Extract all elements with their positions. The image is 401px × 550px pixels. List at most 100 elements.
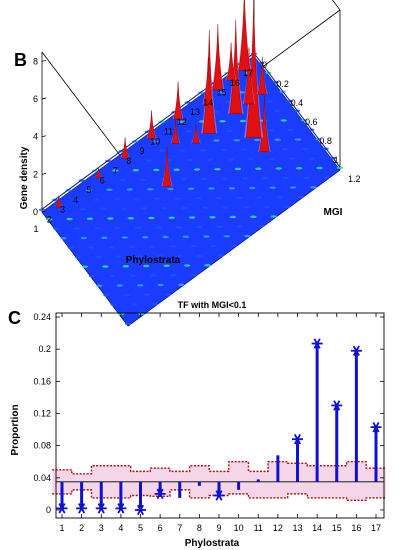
panel-c-ylabel: Proportion (10, 404, 21, 455)
surface-bump (233, 138, 241, 142)
peak-body (162, 146, 172, 187)
surface-bump (276, 195, 284, 199)
surface-bump (98, 178, 106, 182)
marker-center (217, 493, 221, 498)
peak-body (121, 137, 130, 159)
surface-bump (250, 215, 257, 219)
stem-marker (76, 503, 88, 514)
surface-bump (288, 157, 296, 161)
surface-peak (161, 146, 173, 187)
z-tick-label: 0 (33, 207, 38, 217)
y-tick-label: 0.12 (33, 408, 51, 418)
surface-bump (185, 129, 193, 133)
panel-b-ylabel: MGI (324, 207, 343, 218)
surface-peak (94, 168, 103, 178)
peak-body (192, 124, 200, 144)
surface-bump (216, 225, 223, 229)
surface-bump (180, 177, 188, 181)
x-tick-label: 9 (139, 146, 144, 156)
surface-bump (256, 196, 263, 199)
x-tick-label: 11 (164, 127, 173, 137)
surface-bump (204, 263, 211, 267)
surface-bump (145, 159, 153, 162)
surface-bump (247, 157, 255, 161)
surface-bump (107, 217, 114, 220)
surface-bump (266, 100, 273, 103)
surface-bump (257, 224, 264, 228)
surface-bump (187, 187, 195, 191)
surface-bump (170, 273, 178, 277)
x-tick-label: 11 (254, 523, 263, 533)
surface-bump (274, 138, 281, 142)
x-tick-label: 13 (190, 107, 200, 117)
surface-bump (215, 196, 222, 200)
surface-bump (100, 207, 107, 211)
surface-bump (133, 197, 141, 201)
surface-bump (139, 178, 147, 182)
peak-body (257, 56, 267, 95)
x-tick-label: 17 (243, 68, 253, 78)
surface-bump (103, 293, 110, 297)
panel-b-peaks (54, 0, 271, 208)
x-tick-label: 10 (150, 136, 160, 146)
marker-center (158, 491, 163, 496)
surface-bump (128, 245, 136, 249)
y-tick-label: 0.8 (319, 136, 332, 146)
z-tick-label: 8 (33, 56, 38, 66)
plot-frame (55, 312, 385, 519)
surface-bump (169, 245, 176, 248)
surface-bump (188, 216, 196, 219)
surface-bump (189, 244, 197, 248)
marker-center (138, 507, 143, 512)
x-tick-label: 14 (312, 523, 322, 533)
peak-body (55, 195, 63, 208)
surface-bump (79, 207, 87, 211)
x-tick-label: 13 (292, 523, 302, 533)
x-tick-label: 1 (33, 224, 38, 234)
surface-peak (191, 124, 201, 144)
surface-bump (302, 147, 309, 151)
surface-bump (255, 167, 262, 171)
surface-bump (182, 235, 190, 239)
surface-bump (209, 215, 216, 219)
surface-bump (235, 196, 243, 200)
surface-bump (230, 244, 238, 248)
peak-body (238, 0, 251, 71)
surface-bump (149, 245, 156, 249)
peak-body (226, 42, 236, 81)
stem-marker (213, 490, 225, 501)
surface-bump (101, 236, 108, 240)
surface-bump (199, 148, 207, 152)
surface-peak (242, 47, 256, 105)
y-tick-label: 0.4 (291, 98, 304, 108)
surface-bump (219, 119, 226, 123)
surface-bump (254, 138, 261, 142)
surface-bump (220, 148, 227, 152)
surface-bump (85, 188, 93, 192)
surface-bump (125, 159, 132, 163)
surface-bump (179, 149, 186, 152)
marker-center (118, 506, 123, 511)
surface-bump (73, 227, 80, 230)
surface-bump (203, 235, 210, 238)
peak-body (147, 110, 156, 139)
surface-bump (134, 226, 142, 230)
peak-body (94, 168, 103, 178)
surface-bump (262, 176, 269, 180)
surface-bump (289, 186, 297, 189)
y-tick-label: 0.2 (276, 79, 289, 89)
surface-bump (275, 167, 282, 170)
surface-bump (148, 216, 155, 220)
surface-bump (176, 254, 184, 258)
marker-center (99, 506, 104, 511)
y-tick-label: 1.2 (348, 174, 361, 184)
marker-center (315, 341, 320, 346)
surface-bump (183, 264, 191, 267)
marker-center (295, 437, 300, 442)
surface-bump (281, 147, 289, 151)
x-tick-label: 16 (351, 523, 361, 533)
surface-bump (223, 234, 231, 238)
surface-bump (144, 293, 151, 297)
surface-bump (81, 265, 89, 269)
panel-c-axes: 00.040.080.120.160.20.241 2 3 4 5 6 7 8 9 10 11 12 1… (33, 312, 385, 533)
